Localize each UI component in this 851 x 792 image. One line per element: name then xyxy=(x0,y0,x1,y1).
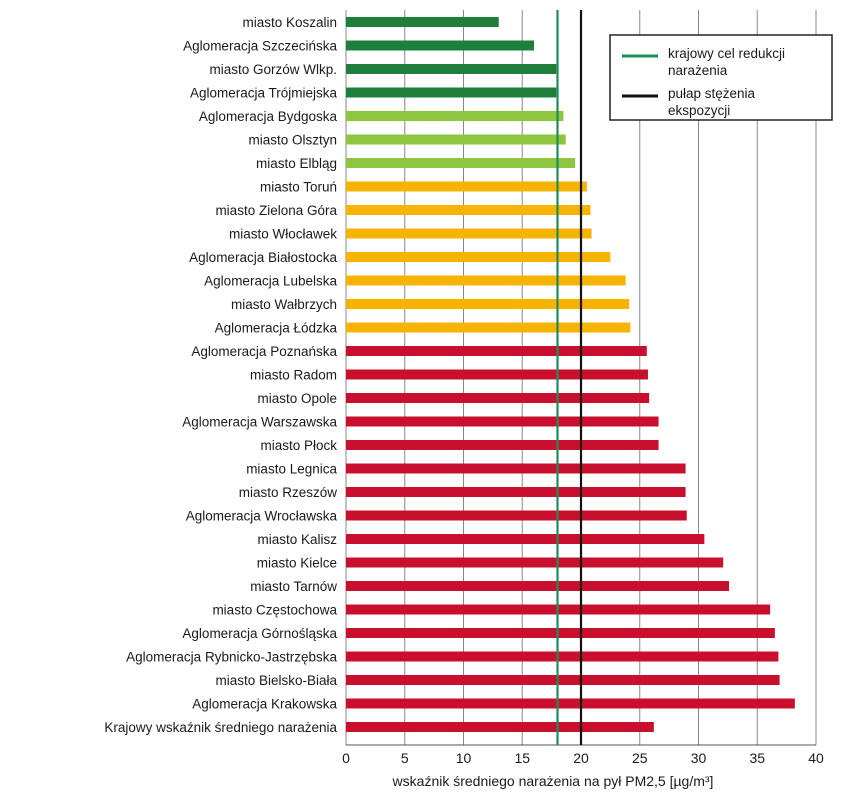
bar xyxy=(346,299,630,309)
category-label: miasto Bielsko-Biała xyxy=(215,673,337,688)
category-label: Krajowy wskaźnik średniego narażenia xyxy=(104,720,337,735)
category-label: miasto Zielona Góra xyxy=(215,203,337,218)
reference-lines xyxy=(556,10,583,745)
bar xyxy=(346,557,724,568)
x-tick-label: 30 xyxy=(691,750,707,766)
bar xyxy=(346,158,576,168)
legend-label-target-line1: krajowy cel redukcji xyxy=(668,46,785,61)
category-label: miasto Gorzów Wlkp. xyxy=(209,62,337,77)
category-label: Aglomeracja Białostocka xyxy=(189,250,337,265)
x-tick-label: 0 xyxy=(342,750,350,766)
x-tick-label: 35 xyxy=(749,750,765,766)
x-tick-label: 20 xyxy=(573,750,589,766)
bar xyxy=(346,393,650,403)
bar xyxy=(346,64,557,74)
category-label: Aglomeracja Trójmiejska xyxy=(190,86,338,101)
bar xyxy=(346,534,705,544)
category-label: Aglomeracja Lubelska xyxy=(204,274,337,289)
category-label: miasto Tarnów xyxy=(250,579,337,594)
category-label: miasto Kalisz xyxy=(257,532,337,547)
bar xyxy=(346,581,730,591)
x-tick-label: 5 xyxy=(401,750,409,766)
bar xyxy=(346,322,631,333)
bar xyxy=(346,487,686,497)
bar xyxy=(346,205,591,215)
category-label: Aglomeracja Krakowska xyxy=(192,697,337,712)
legend-label-limit-line1: pułap stężenia xyxy=(668,86,756,101)
category-label: miasto Olsztyn xyxy=(248,133,337,148)
category-labels: miasto Koszalin Aglomeracja Szczecińska mi… xyxy=(104,15,337,735)
category-label: miasto Kielce xyxy=(257,556,337,571)
bar xyxy=(346,628,775,638)
legend-label-target-line2: narażenia xyxy=(668,63,728,78)
bar xyxy=(346,252,611,262)
bar xyxy=(346,134,566,145)
bar xyxy=(346,416,659,427)
bar xyxy=(346,17,499,27)
x-axis-label: wskaźnik średniego narażenia na pył PM2,… xyxy=(392,773,714,789)
bar xyxy=(346,275,626,286)
bar xyxy=(346,87,557,98)
category-label: miasto Rzeszów xyxy=(239,485,338,500)
category-label: miasto Opole xyxy=(257,391,337,406)
category-label: miasto Radom xyxy=(250,368,337,383)
bar xyxy=(346,228,592,239)
category-label: Aglomeracja Bydgoska xyxy=(199,109,338,124)
legend: krajowy cel redukcji narażenia pułap stę… xyxy=(609,34,833,121)
bar xyxy=(346,40,534,51)
category-label: Aglomeracja Szczecińska xyxy=(183,39,337,54)
x-tick-label: 15 xyxy=(514,750,530,766)
category-label: miasto Płock xyxy=(260,438,337,453)
category-label: Aglomeracja Poznańska xyxy=(191,344,337,359)
x-tick-label: 40 xyxy=(808,750,824,766)
bar xyxy=(346,181,587,192)
bars xyxy=(346,17,795,732)
x-tick-labels: 0 5 10 15 20 25 30 35 40 xyxy=(342,750,824,766)
bar xyxy=(346,675,780,685)
x-tick-label: 25 xyxy=(632,750,648,766)
bar xyxy=(346,111,564,121)
category-label: Aglomeracja Warszawska xyxy=(182,415,337,430)
legend-label-limit-line2: ekspozycji xyxy=(668,103,730,118)
bar xyxy=(346,440,659,450)
bar xyxy=(346,510,687,521)
bar xyxy=(346,698,795,709)
bar xyxy=(346,369,648,380)
category-label: miasto Częstochowa xyxy=(212,603,337,618)
bar xyxy=(346,463,686,474)
category-label: miasto Elbląg xyxy=(256,156,337,171)
category-label: miasto Włocławek xyxy=(229,227,337,242)
category-label: Aglomeracja Rybnicko-Jastrzębska xyxy=(126,650,337,665)
category-label: Aglomeracja Górnośląska xyxy=(182,626,337,641)
category-label: miasto Koszalin xyxy=(242,15,337,30)
bar xyxy=(346,651,779,662)
category-label: miasto Legnica xyxy=(246,462,337,477)
bar xyxy=(346,346,647,356)
x-tick-label: 10 xyxy=(456,750,472,766)
category-label: Aglomeracja Łódzka xyxy=(215,321,338,336)
bar xyxy=(346,722,654,732)
category-label: miasto Toruń xyxy=(260,180,337,195)
category-label: Aglomeracja Wrocławska xyxy=(186,509,338,524)
category-label: miasto Wałbrzych xyxy=(231,297,337,312)
legend-box xyxy=(609,34,833,121)
